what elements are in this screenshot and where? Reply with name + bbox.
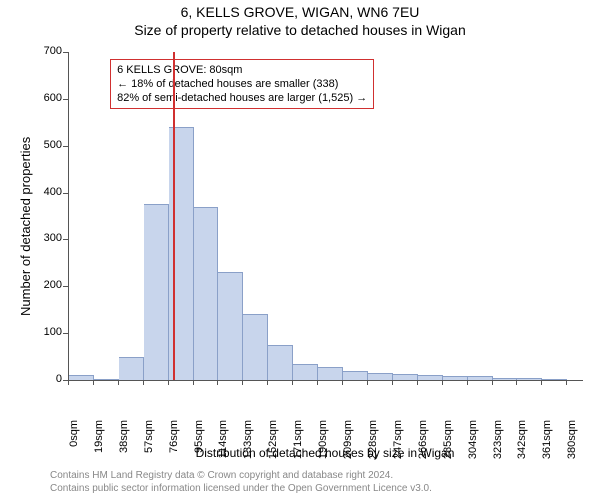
x-tick-mark	[342, 380, 343, 385]
x-tick-mark	[118, 380, 119, 385]
x-tick-mark	[68, 380, 69, 385]
y-tick-mark	[63, 146, 68, 147]
annotation-line: 6 KELLS GROVE: 80sqm	[117, 63, 367, 77]
x-tick-label: 228sqm	[367, 420, 379, 472]
x-tick-label: 190sqm	[317, 420, 329, 472]
x-tick-mark	[93, 380, 94, 385]
y-tick-label: 100	[34, 326, 62, 338]
y-tick-mark	[63, 333, 68, 334]
histogram-bar	[318, 367, 343, 380]
x-tick-label: 76sqm	[168, 420, 180, 472]
x-tick-label: 152sqm	[267, 420, 279, 472]
x-tick-label: 380sqm	[566, 420, 578, 472]
chart-title-sub: Size of property relative to detached ho…	[0, 20, 600, 38]
x-tick-mark	[516, 380, 517, 385]
histogram-bar	[517, 378, 542, 380]
x-tick-mark	[292, 380, 293, 385]
x-tick-mark	[317, 380, 318, 385]
histogram-bar	[144, 204, 169, 380]
histogram-bar	[218, 272, 243, 380]
y-tick-label: 500	[34, 139, 62, 151]
y-tick-mark	[63, 239, 68, 240]
y-axis-label: Number of detached properties	[18, 137, 33, 316]
x-tick-label: 171sqm	[292, 420, 304, 472]
x-tick-label: 285sqm	[442, 420, 454, 472]
histogram-bar	[343, 371, 368, 380]
histogram-bar	[493, 378, 518, 380]
x-tick-mark	[417, 380, 418, 385]
x-tick-label: 209sqm	[342, 420, 354, 472]
y-tick-label: 600	[34, 92, 62, 104]
y-tick-label: 400	[34, 186, 62, 198]
x-tick-label: 304sqm	[467, 420, 479, 472]
plot-area: 6 KELLS GROVE: 80sqm← 18% of detached ho…	[68, 52, 583, 381]
x-tick-label: 133sqm	[242, 420, 254, 472]
histogram-bar	[418, 375, 443, 380]
x-tick-label: 19sqm	[93, 420, 105, 472]
histogram-bar	[443, 376, 468, 380]
x-tick-mark	[492, 380, 493, 385]
y-tick-mark	[63, 193, 68, 194]
x-tick-label: 266sqm	[417, 420, 429, 472]
histogram-bar	[542, 379, 567, 380]
x-tick-label: 95sqm	[193, 420, 205, 472]
histogram-bar	[468, 376, 493, 380]
histogram-bar	[194, 207, 219, 380]
y-tick-label: 200	[34, 279, 62, 291]
y-tick-label: 700	[34, 45, 62, 57]
y-tick-mark	[63, 286, 68, 287]
histogram-bar	[69, 375, 94, 380]
x-tick-mark	[168, 380, 169, 385]
x-tick-label: 247sqm	[392, 420, 404, 472]
footer-line-2: Contains public sector information licen…	[50, 483, 432, 494]
x-tick-mark	[143, 380, 144, 385]
x-tick-mark	[541, 380, 542, 385]
x-tick-label: 57sqm	[143, 420, 155, 472]
histogram-bar	[119, 357, 144, 380]
y-tick-label: 300	[34, 232, 62, 244]
y-tick-mark	[63, 99, 68, 100]
histogram-bar	[293, 364, 318, 380]
x-tick-label: 342sqm	[516, 420, 528, 472]
x-tick-mark	[217, 380, 218, 385]
x-tick-label: 323sqm	[492, 420, 504, 472]
histogram-bar	[94, 379, 119, 380]
annotation-line: 82% of semi-detached houses are larger (…	[117, 91, 367, 105]
x-tick-mark	[193, 380, 194, 385]
annotation-line: ← 18% of detached houses are smaller (33…	[117, 77, 367, 91]
x-tick-label: 38sqm	[118, 420, 130, 472]
histogram-bar	[268, 345, 293, 380]
y-tick-mark	[63, 52, 68, 53]
x-tick-mark	[242, 380, 243, 385]
y-tick-label: 0	[34, 373, 62, 385]
histogram-bar	[368, 373, 393, 380]
x-tick-label: 114sqm	[217, 420, 229, 472]
x-tick-mark	[392, 380, 393, 385]
x-tick-mark	[566, 380, 567, 385]
x-tick-mark	[267, 380, 268, 385]
x-tick-label: 361sqm	[541, 420, 553, 472]
x-tick-mark	[467, 380, 468, 385]
x-tick-mark	[367, 380, 368, 385]
chart-title-main: 6, KELLS GROVE, WIGAN, WN6 7EU	[0, 0, 600, 20]
x-tick-label: 0sqm	[68, 420, 80, 472]
annotation-box: 6 KELLS GROVE: 80sqm← 18% of detached ho…	[110, 59, 374, 110]
histogram-bar	[393, 374, 418, 380]
histogram-bar	[243, 314, 268, 380]
reference-line	[173, 52, 175, 380]
x-tick-mark	[442, 380, 443, 385]
